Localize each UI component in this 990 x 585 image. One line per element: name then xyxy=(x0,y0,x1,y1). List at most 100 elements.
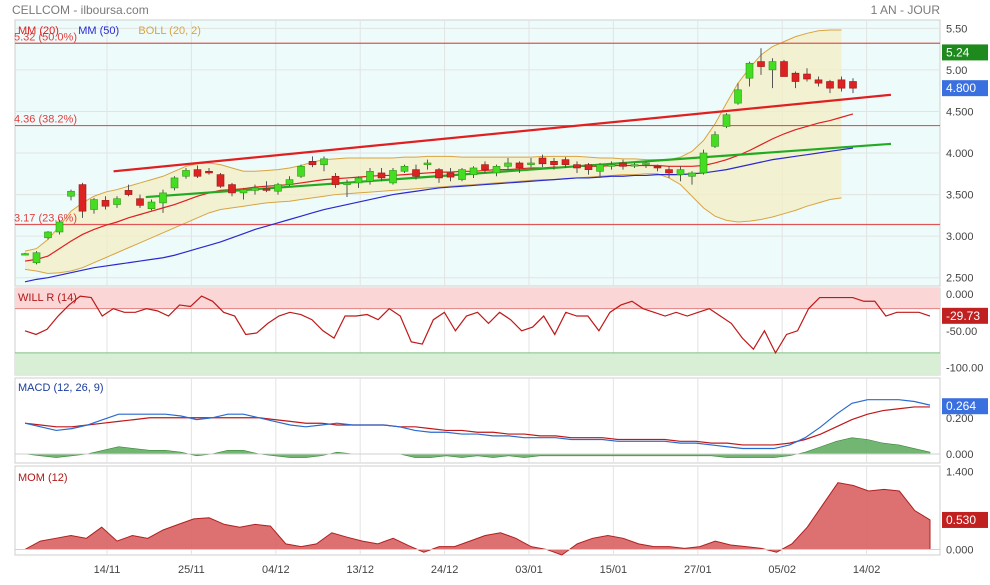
x-tick-label: 24/12 xyxy=(431,564,459,576)
candle-body xyxy=(377,172,386,179)
x-tick-label: 05/02 xyxy=(768,564,796,576)
macd-pane-background xyxy=(14,377,941,464)
trendline-price-badge: 4.800 xyxy=(946,81,976,95)
candle-body xyxy=(170,177,179,189)
candle-body xyxy=(550,161,558,165)
candle-body xyxy=(308,161,317,165)
y-tick-label: 5.50 xyxy=(946,23,967,35)
candle-body xyxy=(458,169,466,180)
candle-body xyxy=(124,190,133,195)
candle-body xyxy=(101,200,110,207)
x-tick-label: 15/01 xyxy=(600,564,628,576)
momentum-label: MOM (12) xyxy=(18,472,68,484)
fib-level-label: 4.36 (38.2%) xyxy=(14,114,77,126)
candle-body xyxy=(182,170,190,177)
candle-body xyxy=(400,166,409,172)
candle-body xyxy=(814,79,823,84)
trendline-support xyxy=(145,142,892,199)
candle-body xyxy=(320,158,328,165)
candle-body xyxy=(90,199,98,210)
y-tick-label: 5.00 xyxy=(946,65,967,77)
bollinger-lower-line xyxy=(24,173,842,275)
x-tick-label: 13/12 xyxy=(346,564,374,576)
x-tick-label: 04/12 xyxy=(262,564,290,576)
candle-body xyxy=(849,81,857,89)
willr-y-tick: -50.00 xyxy=(946,326,977,338)
candle-body xyxy=(274,184,282,192)
candle-body xyxy=(239,189,248,194)
candle-body xyxy=(619,162,627,167)
candle-body xyxy=(757,61,765,67)
willr-y-tick: 0.000 xyxy=(946,289,974,301)
willr-overbought-zone xyxy=(15,288,940,309)
candle-body xyxy=(676,169,685,175)
candle-body xyxy=(205,170,213,174)
y-tick-label: 4.500 xyxy=(946,106,974,118)
candle-body xyxy=(147,201,156,209)
macd-signal-line xyxy=(24,406,930,446)
macd-badge-box xyxy=(942,398,988,415)
candle-body xyxy=(297,166,305,177)
candle-body xyxy=(251,187,259,191)
bollinger-upper-line xyxy=(24,29,842,252)
candle-body xyxy=(32,252,41,264)
candle-body xyxy=(653,166,662,169)
y-tick-label: 3.500 xyxy=(946,190,974,202)
candle-body xyxy=(228,184,236,194)
trendline-price-badge-box xyxy=(942,80,988,97)
candle-body xyxy=(113,198,121,205)
last-price-badge: 5.24 xyxy=(946,45,970,59)
willr-y-tick: -100.00 xyxy=(946,363,983,375)
x-tick-label: 27/01 xyxy=(684,564,712,576)
candle-body xyxy=(193,169,202,177)
candle-body xyxy=(446,172,455,178)
candle-body xyxy=(665,169,673,174)
candle-body xyxy=(423,162,432,165)
momentum-badge-box xyxy=(942,511,988,528)
fib-level-label: 3.17 (23.6%) xyxy=(14,212,77,224)
period-label[interactable]: 1 AN - JOUR xyxy=(871,3,941,17)
candle-body xyxy=(331,175,340,185)
momentum-y-tick: 1.400 xyxy=(946,467,974,479)
candle-body xyxy=(561,159,570,165)
willr-line xyxy=(24,295,931,355)
candle-body xyxy=(527,162,535,165)
candle-body xyxy=(573,164,581,169)
candle-body xyxy=(745,62,754,79)
legend-entry: MM (50) xyxy=(78,25,119,37)
y-tick-label: 3.000 xyxy=(946,231,974,243)
candle-body xyxy=(711,134,719,147)
momentum-badge: 0.530 xyxy=(946,513,976,527)
candle-body xyxy=(768,61,777,71)
fib-level-label: 5.32 (50.0%) xyxy=(14,31,77,43)
candle-body xyxy=(791,72,800,82)
last-price-badge-box xyxy=(942,44,988,61)
candle-body xyxy=(55,221,64,233)
candle-body xyxy=(837,79,846,89)
ma50-line xyxy=(24,147,854,283)
candle-body xyxy=(699,152,708,174)
candle-body xyxy=(435,169,443,179)
candle-body xyxy=(642,162,650,165)
x-tick-label: 14/11 xyxy=(94,564,121,576)
x-tick-label: 03/01 xyxy=(515,564,543,576)
trendline-resistance xyxy=(113,93,892,173)
bollinger-band-fill xyxy=(25,29,842,274)
willr-oversold-zone xyxy=(15,352,940,375)
candle-body xyxy=(354,177,363,184)
candle-body xyxy=(67,190,75,197)
candle-body xyxy=(262,188,271,191)
candle-body xyxy=(492,166,501,174)
macd-badge: 0.264 xyxy=(946,399,976,413)
candle-body xyxy=(607,164,616,167)
legend-entry: BOLL (20, 2) xyxy=(138,25,201,37)
y-tick-label: 4.000 xyxy=(946,148,974,160)
candle-body xyxy=(803,73,811,80)
macd-y-tick: 0.200 xyxy=(946,413,974,425)
candle-body xyxy=(722,114,731,127)
macd-histogram xyxy=(24,437,931,458)
candle-body xyxy=(780,61,788,77)
candle-body xyxy=(481,164,489,170)
candle-body xyxy=(366,170,374,182)
